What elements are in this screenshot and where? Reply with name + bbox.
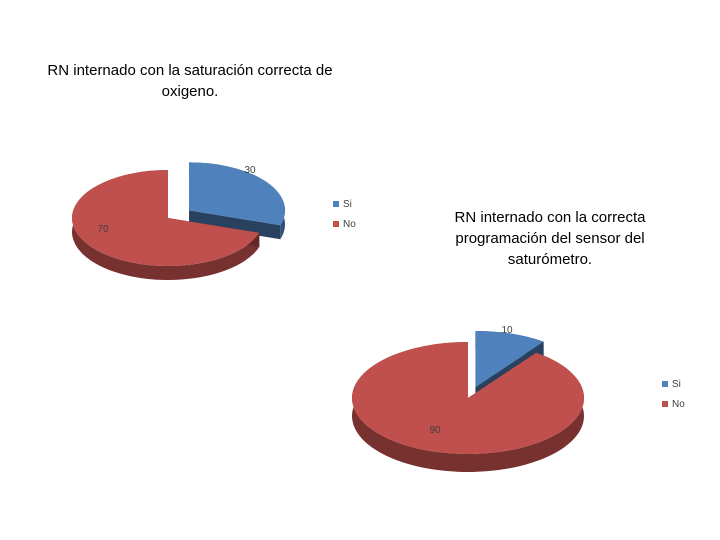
data-label: 70 [97,224,109,235]
legend-swatch [662,401,668,407]
slice-si [475,330,544,387]
data-label: 90 [429,425,441,436]
legend-swatch [662,381,668,387]
slice-edge [189,210,281,240]
pie-chart-2: 10 90 Si No [352,325,685,472]
legend-label: No [672,399,685,410]
slice-si [189,162,286,226]
chart-1-title: RN internado con la saturación correcta … [47,62,333,100]
legend-label: Si [343,199,352,210]
data-label: 30 [244,165,256,176]
legend-label: No [343,219,356,230]
legend-label: Si [672,379,681,390]
chart-2-title: RN internado con la correcta programació… [454,209,646,268]
data-label: 10 [501,325,513,336]
legend-swatch [333,221,339,227]
pie-chart-1: 30 70 Si No [71,162,356,280]
slice-no [72,170,260,266]
slice-no [352,342,585,454]
legend-swatch [333,201,339,207]
